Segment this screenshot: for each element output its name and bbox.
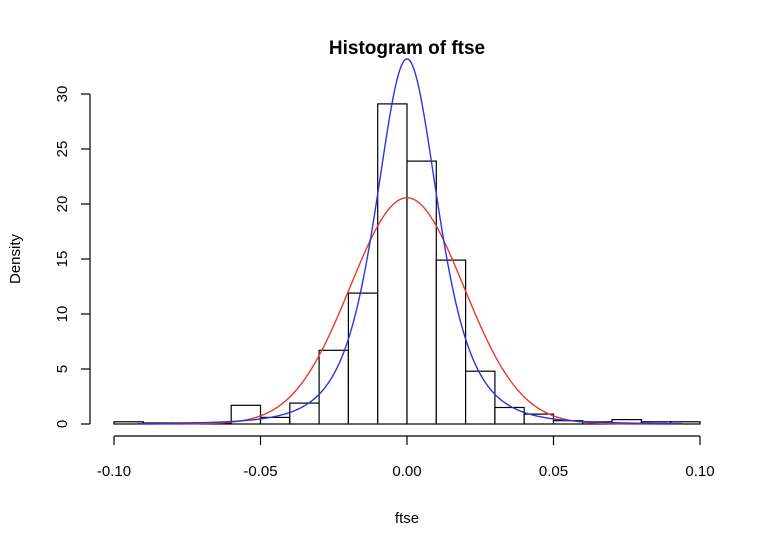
- y-axis-label: Density: [7, 233, 24, 284]
- x-tick-label: 0.05: [539, 463, 568, 480]
- histogram-bars: [113, 103, 701, 425]
- t-density-curve: [137, 58, 683, 425]
- y-tick-label: 5: [54, 365, 71, 373]
- histogram-bar: [347, 292, 379, 425]
- histogram-bar: [523, 413, 555, 425]
- y-tick-label: 10: [54, 306, 71, 323]
- histogram-bar: [435, 259, 467, 425]
- chart-title: Histogram of ftse: [329, 38, 485, 59]
- histogram-bar: [494, 406, 525, 425]
- density-curves: [137, 58, 683, 425]
- y-axis: 0 5 10 15 20 25 30: [54, 86, 91, 428]
- y-tick-label: 25: [54, 141, 71, 158]
- y-tick-label: 0: [54, 420, 71, 428]
- histogram-bar: [465, 370, 496, 425]
- y-tick-label: 15: [54, 251, 71, 268]
- y-tick-label: 30: [54, 86, 71, 103]
- histogram-bar: [318, 349, 350, 425]
- histogram-bar: [377, 103, 408, 425]
- x-tick-label: 0.10: [685, 463, 714, 480]
- x-axis-label: ftse: [395, 510, 419, 527]
- x-tick-label: -0.10: [97, 463, 131, 480]
- histogram-bar: [406, 160, 437, 425]
- x-tick-label: -0.05: [243, 463, 277, 480]
- y-tick-label: 20: [54, 196, 71, 213]
- x-tick-label: 0.00: [392, 463, 421, 480]
- normal-density-curve: [137, 197, 683, 425]
- x-axis: -0.10 -0.05 0.00 0.05 0.10: [97, 435, 715, 480]
